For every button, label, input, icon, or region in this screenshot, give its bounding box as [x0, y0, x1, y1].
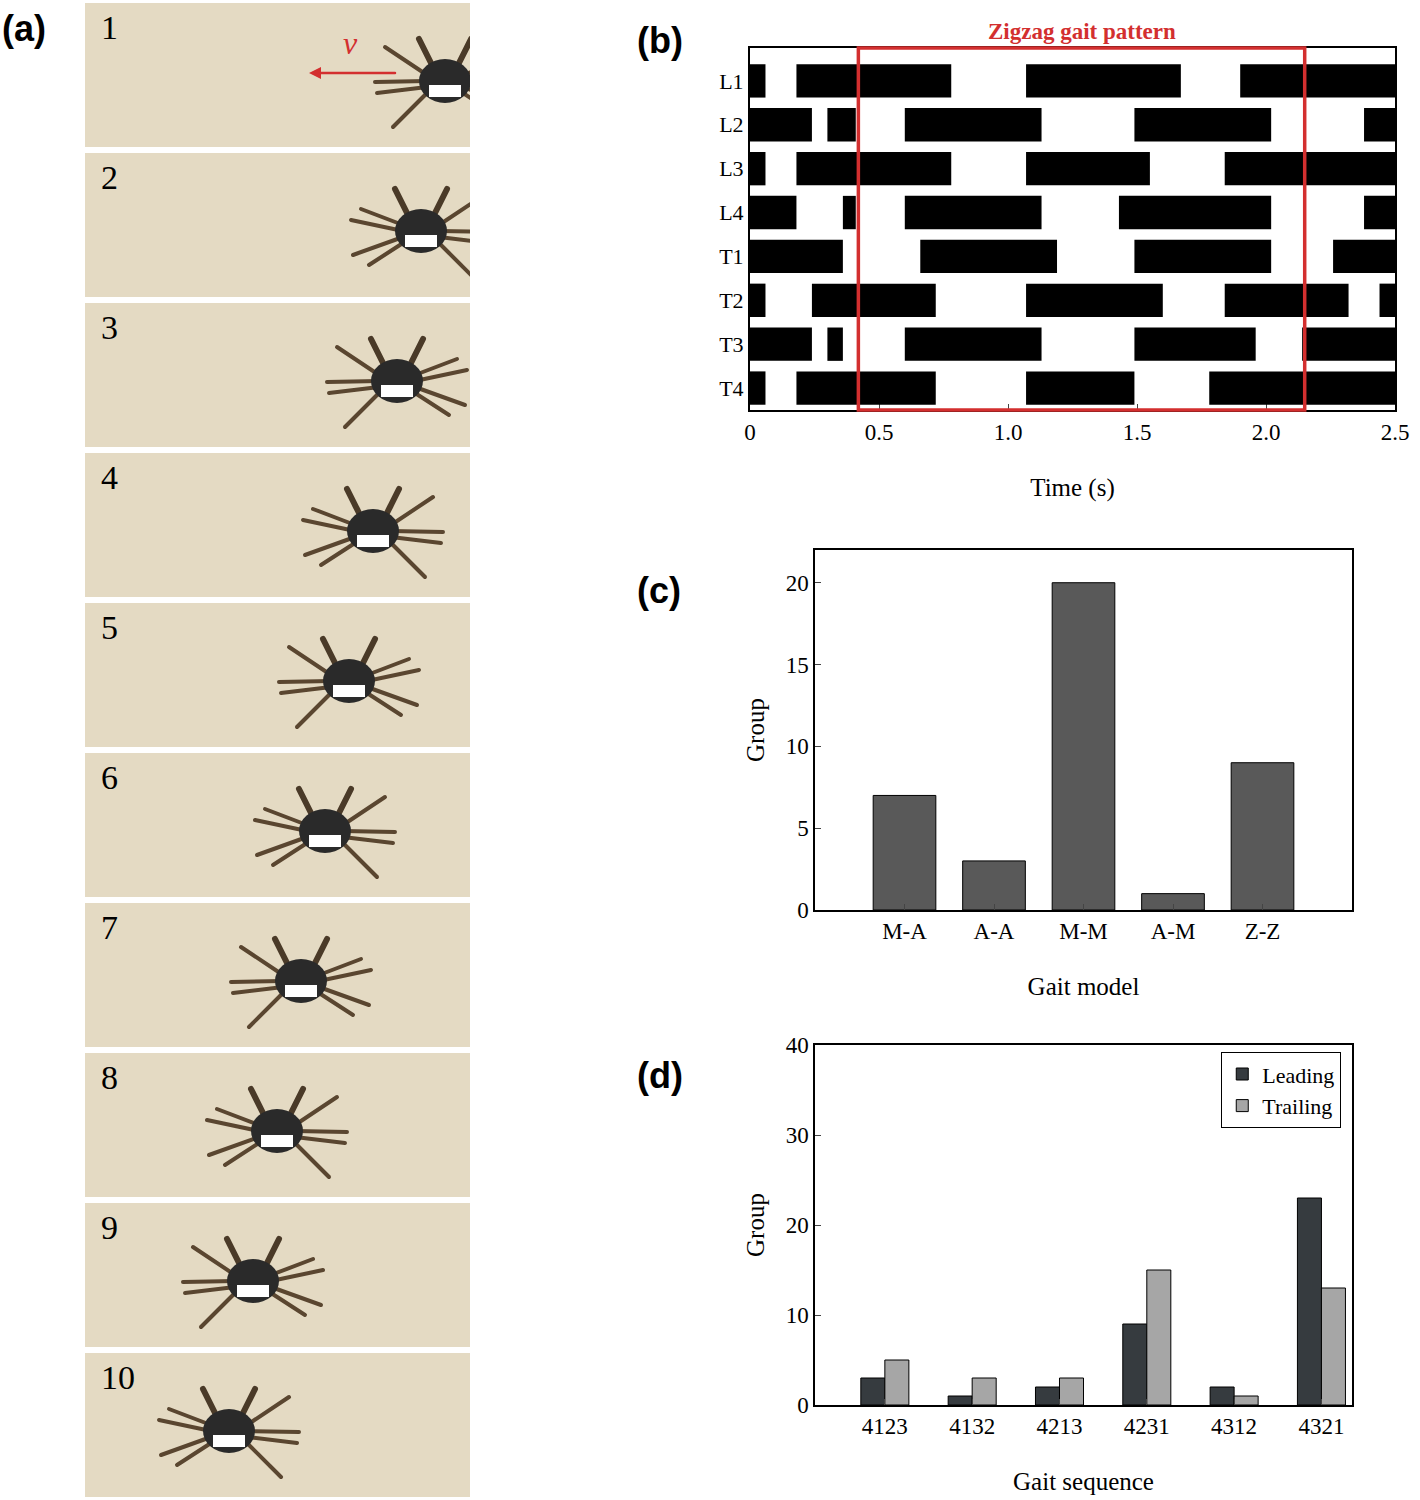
svg-text:Time (s): Time (s) [1030, 474, 1115, 502]
html-text:(d): (d) [637, 1055, 683, 1096]
svg-text:Group: Group [742, 698, 769, 762]
svg-text:0: 0 [797, 898, 809, 923]
svg-text:0: 0 [797, 1393, 809, 1418]
svg-text:1.0: 1.0 [994, 420, 1023, 445]
svg-text:4312: 4312 [1211, 1414, 1257, 1439]
html-text:8: 8 [101, 1059, 118, 1096]
svg-text:0: 0 [744, 420, 756, 445]
svg-text:40: 40 [786, 1033, 809, 1058]
html-text:(c): (c) [637, 570, 681, 611]
html-text:4: 4 [101, 459, 118, 496]
svg-text:Gait model: Gait model [1028, 973, 1140, 1000]
svg-text:10: 10 [786, 1303, 809, 1328]
html-text:5: 5 [101, 609, 118, 646]
svg-text:T3: T3 [719, 332, 743, 357]
svg-text:4213: 4213 [1036, 1414, 1082, 1439]
svg-text:4132: 4132 [949, 1414, 995, 1439]
svg-text:4231: 4231 [1124, 1414, 1170, 1439]
svg-text:5: 5 [797, 816, 809, 841]
svg-text:A-A: A-A [974, 919, 1015, 944]
svg-text:10: 10 [786, 734, 809, 759]
svg-text:2.0: 2.0 [1252, 420, 1281, 445]
svg-text:M-M: M-M [1059, 919, 1108, 944]
svg-text:20: 20 [786, 1213, 809, 1238]
svg-text:T2: T2 [719, 288, 743, 313]
svg-text:Gait sequence: Gait sequence [1013, 1468, 1154, 1495]
html-text:1: 1 [101, 9, 118, 46]
html-text:6: 6 [101, 759, 118, 796]
svg-text:L3: L3 [719, 156, 743, 181]
svg-text:Leading: Leading [1262, 1063, 1334, 1088]
html-text:9: 9 [101, 1209, 118, 1246]
svg-text:0.5: 0.5 [865, 420, 894, 445]
html-text:10: 10 [101, 1359, 135, 1396]
html-text:7: 7 [101, 909, 118, 946]
svg-text:T1: T1 [719, 244, 743, 269]
svg-text:T4: T4 [719, 376, 743, 401]
svg-text:L1: L1 [719, 69, 743, 94]
html-text:2: 2 [101, 159, 118, 196]
svg-text:4123: 4123 [862, 1414, 908, 1439]
svg-text:30: 30 [786, 1123, 809, 1148]
svg-text:1.5: 1.5 [1123, 420, 1152, 445]
svg-text:Z-Z: Z-Z [1245, 919, 1281, 944]
html-text:(a): (a) [2, 8, 46, 49]
html-text:3: 3 [101, 309, 118, 346]
svg-text:Group: Group [742, 1193, 769, 1257]
svg-text:20: 20 [786, 571, 809, 596]
svg-text:4321: 4321 [1298, 1414, 1344, 1439]
svg-text:A-M: A-M [1151, 919, 1196, 944]
svg-text:L2: L2 [719, 112, 743, 137]
html-text:v: v [343, 25, 358, 61]
svg-text:L4: L4 [719, 200, 743, 225]
svg-text:M-A: M-A [882, 919, 927, 944]
svg-text:Zigzag gait pattern: Zigzag gait pattern [988, 19, 1176, 44]
html-text:(b): (b) [637, 20, 683, 61]
svg-text:Trailing: Trailing [1262, 1094, 1332, 1119]
svg-text:2.5: 2.5 [1381, 420, 1410, 445]
svg-text:15: 15 [786, 653, 809, 678]
